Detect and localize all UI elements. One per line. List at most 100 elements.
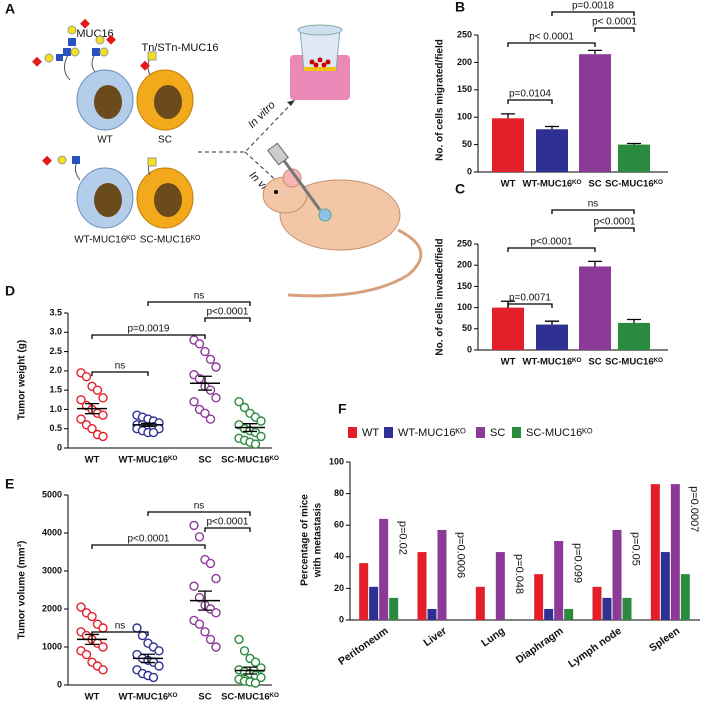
bar (602, 597, 612, 620)
bar (554, 541, 564, 620)
point (239, 402, 250, 413)
panel-letter: A (5, 1, 15, 17)
y-tick-label: 250 (457, 29, 472, 39)
x-tick-label: SC-MUC16ᴷᴼ (605, 179, 663, 190)
y-tick-label: 4000 (42, 527, 62, 537)
bracket (91, 371, 149, 376)
nucleus (154, 85, 182, 119)
point (189, 397, 199, 407)
bracket (204, 317, 251, 322)
legend-swatch (348, 427, 357, 438)
label: Tn/STn-MUC16 (141, 42, 218, 54)
point (194, 532, 205, 542)
y-tick-label: 150 (457, 84, 472, 94)
annotation: p=0.099 (571, 543, 583, 583)
bar (417, 552, 427, 620)
annotation: p<0.0001 (207, 307, 249, 318)
bracket (147, 301, 251, 306)
y-axis-label: Percentage of mice (300, 494, 311, 586)
y-axis-label: No. of cells migrated/field (435, 39, 446, 161)
sem-bar (198, 590, 212, 611)
point (211, 642, 221, 652)
x-tick-label: SC (588, 357, 601, 368)
annotation: p=0.048 (513, 554, 525, 594)
x-tick-label: WT (85, 455, 100, 466)
y-tick-label: 0 (339, 614, 344, 624)
bar (359, 563, 369, 620)
bracket (551, 11, 635, 16)
x-tick-label: Peritoneum (336, 625, 390, 668)
y-tick-label: 3.5 (49, 307, 62, 317)
annotation: p< 0.0001 (592, 17, 637, 28)
point (211, 573, 221, 584)
x-tick-label: Liver (421, 625, 448, 649)
x-tick-label: WT-MUC16ᴷᴼ (523, 179, 582, 190)
y-tick-label: 80 (334, 488, 344, 498)
point (81, 649, 92, 660)
x-tick-label: Lung (479, 625, 507, 650)
x-tick-label: WT (501, 357, 516, 368)
bar (492, 118, 524, 172)
point (234, 397, 244, 407)
label: SC (158, 135, 172, 146)
annotation: ns (194, 501, 205, 512)
x-tick-label: SC (198, 692, 211, 703)
legend-swatch (384, 427, 393, 438)
point (87, 424, 97, 434)
point (205, 634, 216, 645)
annotation: p=0.0104 (509, 89, 551, 100)
bracket (551, 209, 635, 214)
point (189, 581, 199, 591)
y-tick-label: 20 (334, 583, 344, 593)
point (194, 339, 205, 349)
y-tick-label: 2000 (42, 603, 62, 613)
point (256, 672, 266, 683)
label: SC-MUC16ᴷᴼ (140, 235, 200, 246)
panel-a: A MUC16 Tn/STn-MUC16 WT SC WT-MUC16ᴷᴼ SC… (5, 1, 423, 298)
sem-bar (85, 402, 99, 415)
point (189, 520, 199, 531)
bar (670, 484, 680, 620)
x-tick-label: WT (85, 692, 100, 703)
x-tick-label: Spleen (647, 625, 682, 655)
legend-label: SC (490, 427, 505, 439)
point (98, 623, 108, 633)
point (76, 395, 86, 405)
bracket (507, 303, 553, 308)
point (250, 657, 261, 667)
bar (475, 586, 485, 620)
bracket (594, 227, 635, 232)
panel-letter: E (5, 476, 14, 492)
point (205, 558, 216, 569)
point (98, 431, 108, 442)
point (87, 611, 97, 622)
bar (536, 129, 568, 172)
point (205, 414, 216, 424)
y-tick-label: 1.5 (49, 385, 62, 395)
y-tick-label: 0 (57, 442, 62, 452)
annotation: p=0.0019 (128, 324, 170, 335)
x-tick-label: SC (588, 179, 601, 190)
panel-letter: C (455, 181, 465, 197)
point (76, 414, 86, 424)
annotation: p<0.0001 (594, 217, 636, 228)
y-tick-label: 5000 (42, 489, 62, 499)
annotation: p<0.0001 (128, 534, 170, 545)
bar (680, 574, 690, 620)
x-tick-label: Diaphragm (514, 625, 566, 666)
x-tick-label: SC-MUC16ᴷᴼ (221, 692, 279, 703)
y-tick-label: 2.5 (49, 346, 62, 356)
y-tick-label: 0 (467, 166, 472, 176)
bar (618, 322, 650, 350)
bar (437, 529, 447, 620)
bracket (204, 527, 251, 532)
sem-bar (243, 423, 257, 433)
y-tick-label: 3000 (42, 565, 62, 575)
x-tick-label: WT-MUC16ᴷᴼ (523, 357, 582, 368)
annotation: p=0.0018 (572, 1, 614, 12)
y-tick-label: 200 (457, 57, 472, 67)
panel-letter: F (338, 401, 347, 417)
y-tick-label: 0.5 (49, 423, 62, 433)
bar (660, 552, 670, 620)
nucleus (94, 85, 122, 119)
